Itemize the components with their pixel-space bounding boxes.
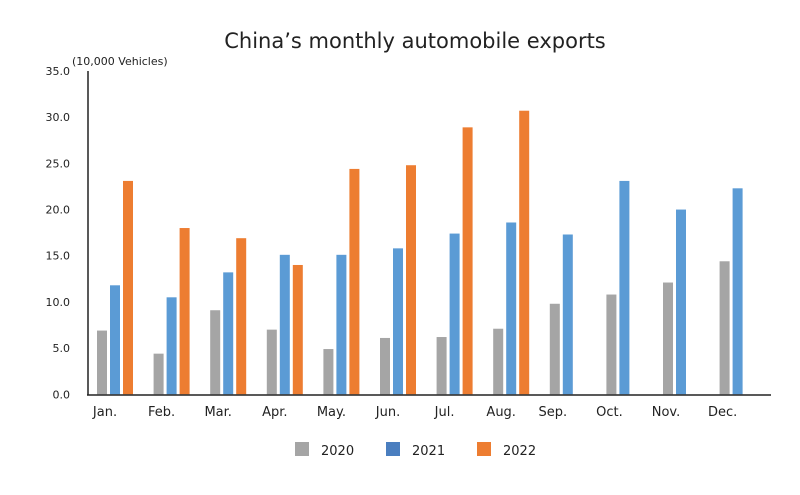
bar-2022-feb (179, 228, 190, 395)
legend-label-2021: 2021 (412, 444, 445, 459)
chart-title: China’s monthly automobile exports (224, 29, 606, 53)
bar-2021-jan (110, 285, 120, 395)
y-axis-label: (10,000 Vehicles) (72, 55, 168, 68)
x-tick-label: Feb. (148, 405, 175, 420)
bar-2022-apr (292, 264, 303, 395)
legend-swatch-2020 (295, 442, 309, 456)
bar-2021-feb (166, 297, 177, 395)
y-tick-label: 30.0 (46, 111, 71, 124)
bar-2022-jan (123, 180, 133, 395)
legend-label-2020: 2020 (321, 444, 354, 459)
y-tick-label: 5.0 (53, 342, 71, 355)
bar-2020-jan (97, 330, 107, 395)
bar-2021-oct (619, 180, 630, 395)
bar-2020-jul (436, 337, 447, 395)
y-tick-label: 20.0 (46, 204, 71, 217)
bar-2021-jul (449, 233, 460, 395)
bar-2022-may (349, 168, 360, 395)
bar-2020-jun (380, 337, 390, 395)
x-tick-label: Dec. (708, 405, 737, 420)
bar-2020-oct (606, 294, 617, 395)
bar-2021-jun (393, 248, 403, 395)
bar-2021-dec (732, 188, 743, 395)
legend-swatch-2021 (386, 442, 400, 456)
bar-2020-nov (663, 282, 673, 395)
bar-2021-aug (506, 222, 517, 395)
bar-2020-feb (153, 353, 164, 395)
bar-2020-sep (549, 303, 560, 395)
bar-2020-mar (210, 310, 221, 395)
bar-2022-mar (236, 238, 247, 395)
legend-label-2022: 2022 (503, 444, 536, 459)
x-tick-label: Jul. (434, 405, 455, 420)
x-tick-label: Mar. (204, 405, 231, 420)
bar-2020-dec (719, 261, 730, 395)
y-tick-label: 35.0 (46, 65, 71, 78)
x-tick-label: Aug. (486, 405, 516, 420)
bar-2021-nov (676, 209, 686, 395)
x-tick-label: Sep. (538, 405, 567, 420)
bar-2021-sep (562, 234, 573, 395)
legend: 2020 2021 2022 (295, 442, 536, 459)
x-tick-label: Apr. (262, 405, 287, 420)
y-tick-label: 15.0 (46, 250, 71, 263)
x-tick-label: Oct. (596, 405, 623, 420)
x-tick-label: Nov. (652, 405, 681, 420)
bar-2022-jun (406, 165, 416, 395)
bar-2020-aug (493, 328, 504, 395)
y-tick-label: 25.0 (46, 157, 71, 170)
y-tick-label: 0.0 (53, 388, 71, 401)
bar-2021-apr (279, 254, 290, 395)
x-tick-label: May. (317, 405, 346, 420)
x-tick-label: Jun. (375, 405, 400, 420)
bar-2021-may (336, 254, 347, 395)
bar-2020-may (323, 349, 334, 395)
y-tick-label: 10.0 (46, 296, 71, 309)
x-tick-label: Jan. (92, 405, 117, 420)
legend-swatch-2022 (477, 442, 491, 456)
bar-2021-mar (223, 272, 234, 395)
bar-2020-apr (266, 329, 277, 395)
bar-2022-aug (519, 110, 530, 395)
bar-2022-jul (462, 127, 473, 395)
